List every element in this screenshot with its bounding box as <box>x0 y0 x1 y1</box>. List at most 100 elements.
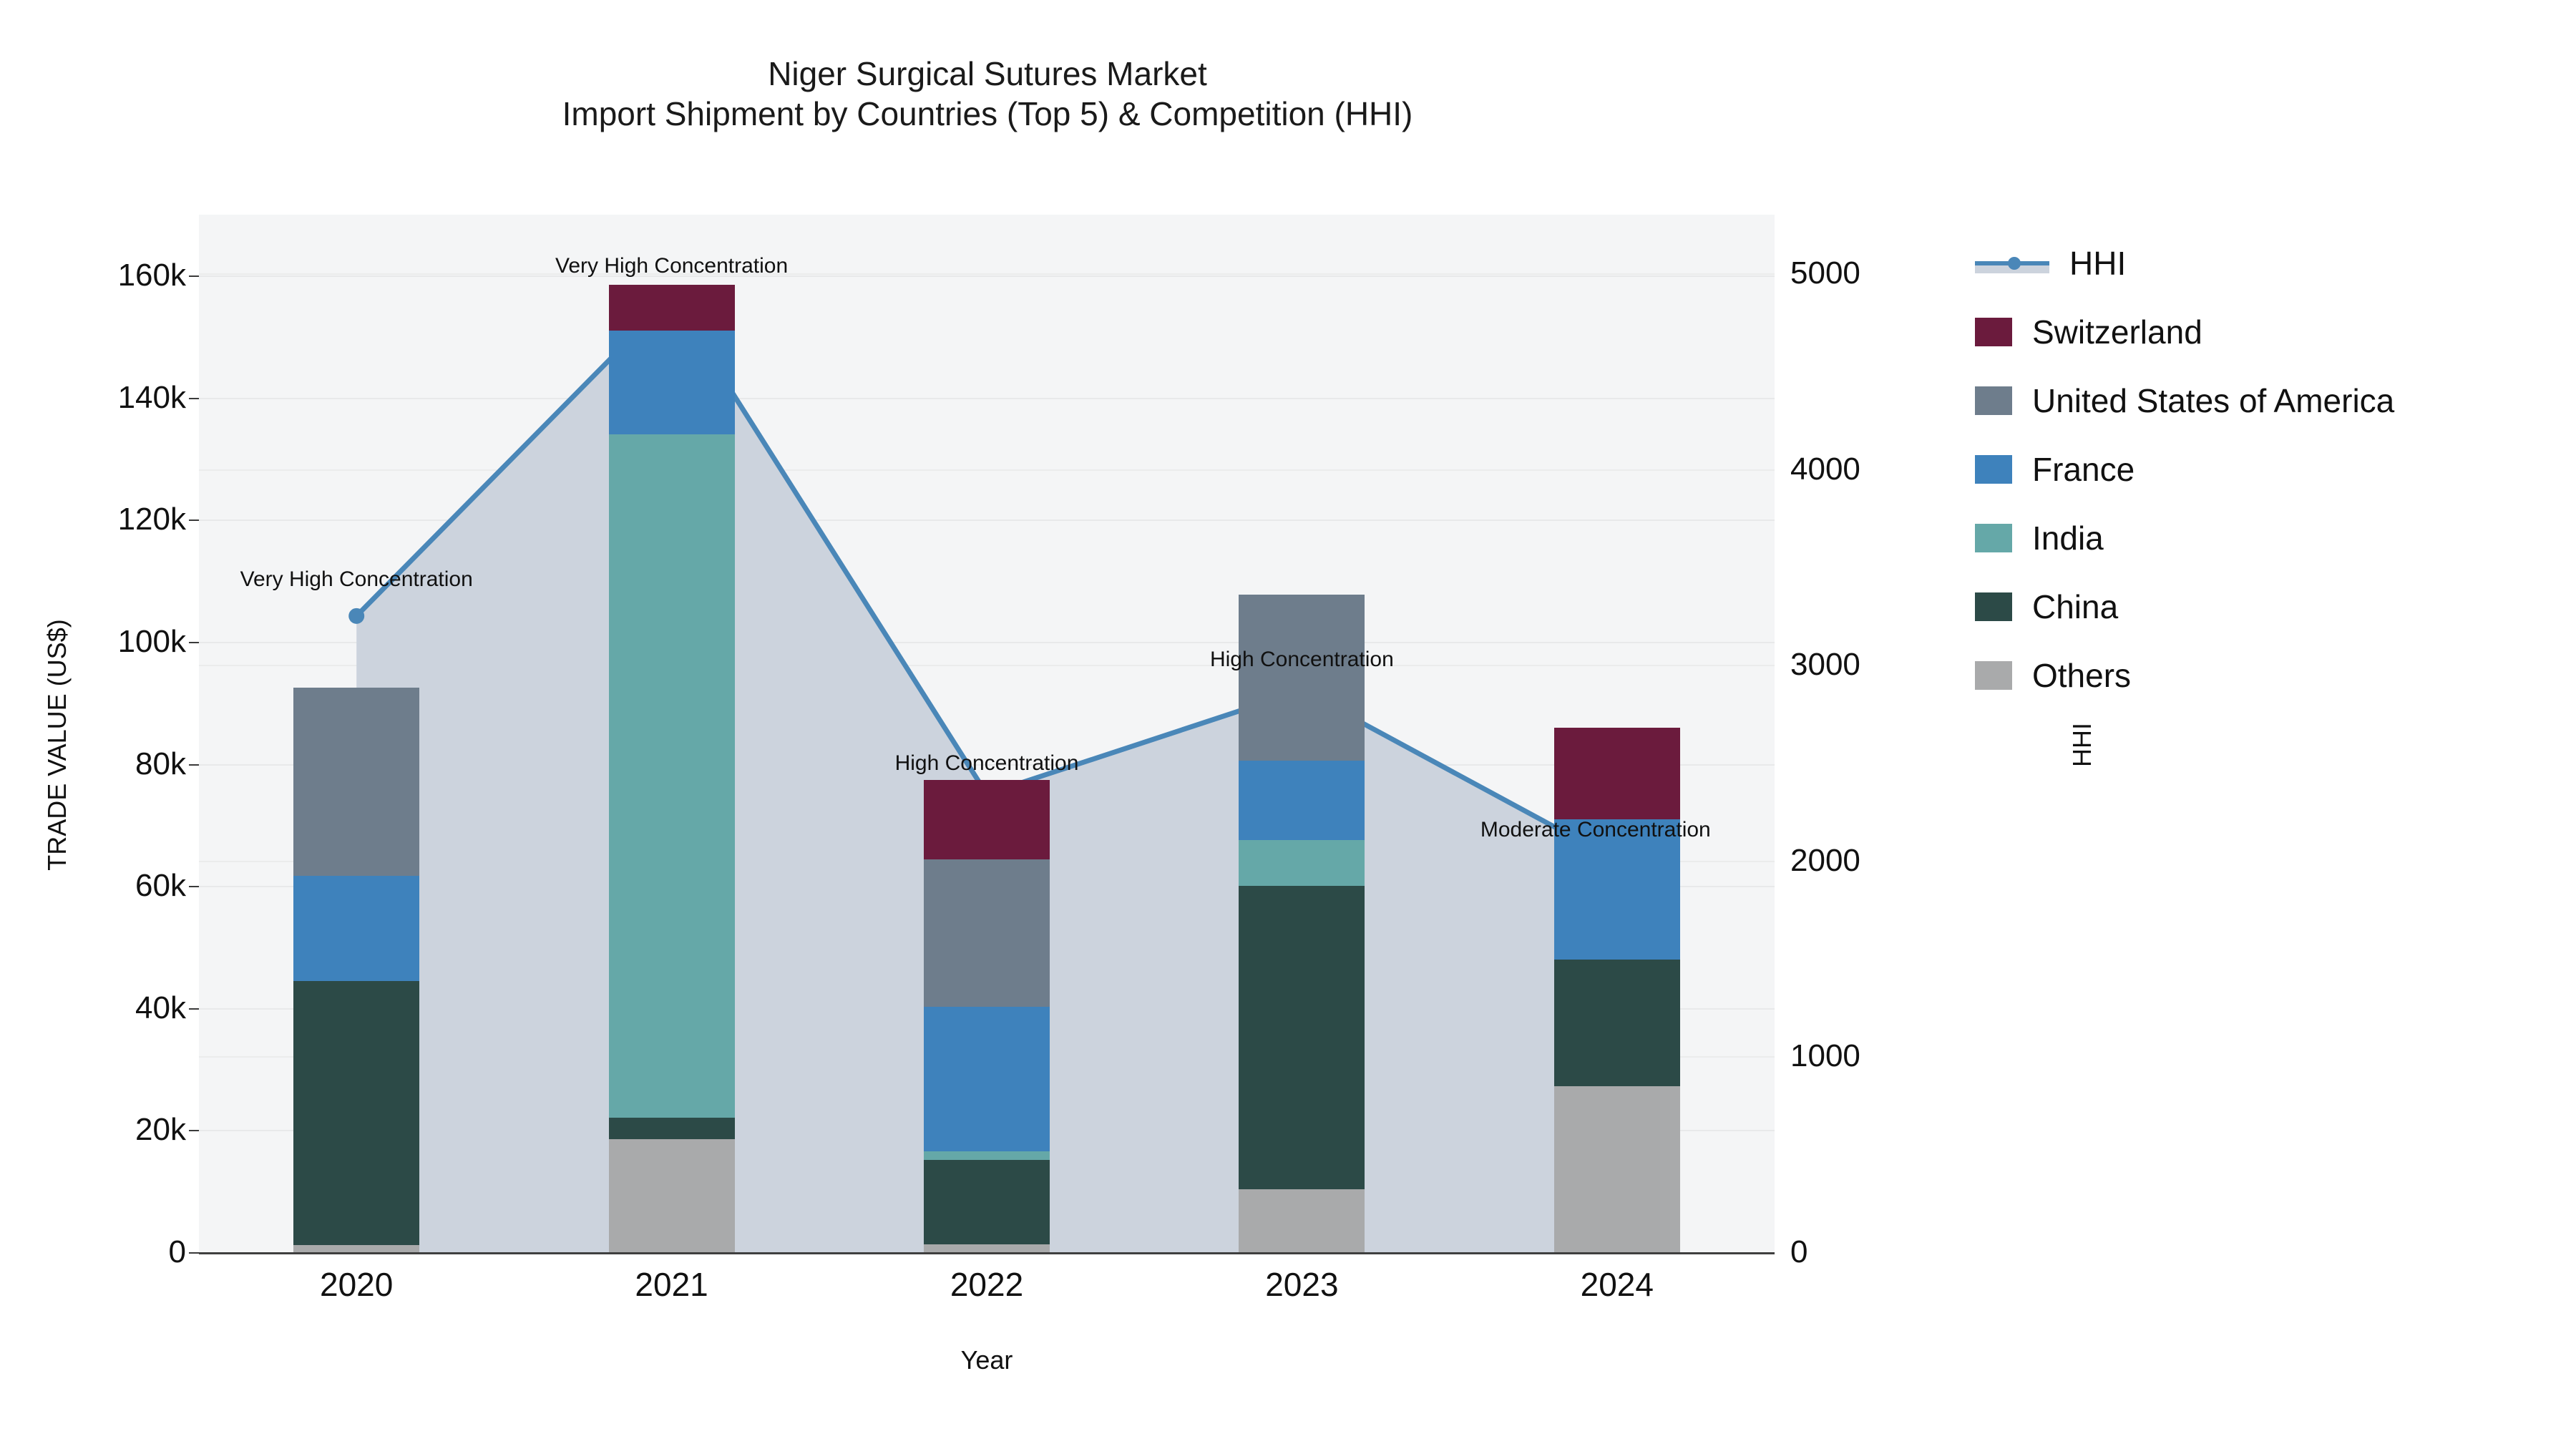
bar-segment[interactable] <box>1239 886 1365 1190</box>
legend-swatch-icon <box>1975 386 2012 415</box>
y-axis-left-tick: 160k <box>117 258 186 293</box>
y-axis-left-tickmark <box>189 1252 199 1254</box>
bar-segment[interactable] <box>293 981 420 1245</box>
legend-swatch-icon <box>1975 318 2012 346</box>
legend-swatch-icon <box>1975 661 2012 690</box>
y-axis-left-tick: 60k <box>135 868 186 904</box>
annotation-2022: High Concentration <box>894 751 1079 775</box>
bar-segment[interactable] <box>924 1151 1050 1161</box>
y-axis-left-tick: 100k <box>117 624 186 660</box>
hhi-marker <box>348 608 365 624</box>
gridline-left <box>199 519 1775 522</box>
bar-segment[interactable] <box>1553 1086 1680 1252</box>
x-axis-tick-2023: 2023 <box>1265 1266 1339 1303</box>
bar-segment[interactable] <box>608 1139 735 1252</box>
bar-segment[interactable] <box>1239 761 1365 841</box>
annotation-2024: Moderate Concentration <box>1480 817 1711 841</box>
y-axis-left-tick: 0 <box>168 1234 186 1269</box>
bar-segment[interactable] <box>1553 728 1680 820</box>
bar-segment[interactable] <box>924 779 1050 859</box>
plot-area: Very High Concentration Very High Concent… <box>199 215 1775 1254</box>
y-axis-left-tickmark <box>189 886 199 888</box>
gridline-left <box>199 275 1775 278</box>
x-axis-tick-2024: 2024 <box>1580 1266 1654 1303</box>
legend-item-label: Switzerland <box>2032 313 2202 351</box>
legend-item-label: France <box>2032 451 2135 488</box>
annotation-2021: Very High Concentration <box>555 253 789 278</box>
gridline-right <box>199 273 1775 275</box>
bar-segment[interactable] <box>608 1118 735 1140</box>
legend-line-marker-icon <box>1975 249 2049 278</box>
y-axis-left-tickmark <box>189 642 199 644</box>
bar-2023[interactable] <box>1239 594 1365 1252</box>
legend-item-switzerland[interactable]: Switzerland <box>1975 298 2562 366</box>
bar-segment[interactable] <box>1239 1189 1365 1252</box>
legend-item-label: United States of America <box>2032 382 2395 419</box>
bar-2021[interactable] <box>608 285 735 1252</box>
bar-segment[interactable] <box>1239 594 1365 761</box>
bar-2024[interactable] <box>1553 728 1680 1252</box>
legend-item-label: HHI <box>2069 245 2127 282</box>
x-axis-tick-2020: 2020 <box>320 1266 394 1303</box>
bar-segment[interactable] <box>608 331 735 435</box>
annotation-2020: Very High Concentration <box>240 567 473 591</box>
y-axis-left-tick: 20k <box>135 1112 186 1148</box>
bar-2022[interactable] <box>924 779 1050 1252</box>
legend-item-india[interactable]: India <box>1975 504 2562 572</box>
legend-swatch-icon <box>1975 524 2012 552</box>
y-axis-right-tick: 4000 <box>1790 451 1860 487</box>
legend-swatch-icon <box>1975 592 2012 621</box>
legend-item-label: China <box>2032 588 2119 625</box>
bar-2020[interactable] <box>293 688 420 1252</box>
annotation-2023: High Concentration <box>1209 647 1394 671</box>
bar-segment[interactable] <box>293 875 420 982</box>
bar-segment[interactable] <box>924 1007 1050 1152</box>
y-axis-left-tickmark <box>189 1130 199 1132</box>
y-axis-left-tickmark <box>189 275 199 278</box>
legend-item-france[interactable]: France <box>1975 435 2562 504</box>
legend-item-china[interactable]: China <box>1975 572 2562 641</box>
y-axis-right-tick: 3000 <box>1790 647 1860 683</box>
y-axis-right-tick: 5000 <box>1790 255 1860 291</box>
bar-segment[interactable] <box>293 688 420 876</box>
y-axis-left-tick: 80k <box>135 746 186 781</box>
y-axis-left-tick: 140k <box>117 379 186 415</box>
chart-title-line-2: Import Shipment by Countries (Top 5) & C… <box>562 95 1413 133</box>
bar-segment[interactable] <box>608 434 735 1118</box>
x-axis-line <box>199 1252 1775 1254</box>
gridline-right <box>199 469 1775 471</box>
bar-segment[interactable] <box>924 859 1050 1008</box>
legend-item-hhi[interactable]: HHI <box>1975 229 2562 298</box>
bar-segment[interactable] <box>1553 960 1680 1086</box>
bar-segment[interactable] <box>924 1244 1050 1252</box>
bar-segment[interactable] <box>1239 840 1365 887</box>
gridline-right <box>199 665 1775 667</box>
bar-segment[interactable] <box>608 285 735 331</box>
y-axis-left-tick: 120k <box>117 502 186 537</box>
x-axis-tick-2022: 2022 <box>950 1266 1024 1303</box>
y-axis-left-tick: 40k <box>135 990 186 1025</box>
bar-segment[interactable] <box>924 1160 1050 1244</box>
bar-segment[interactable] <box>1553 819 1680 960</box>
y-axis-right-tick: 2000 <box>1790 842 1860 878</box>
y-axis-right-tick: 1000 <box>1790 1038 1860 1074</box>
legend-swatch-icon <box>1975 455 2012 484</box>
gridline-left <box>199 763 1775 766</box>
x-axis-tick-2021: 2021 <box>635 1266 708 1303</box>
chart-title: Niger Surgical Sutures Market Import Shi… <box>0 54 1975 134</box>
legend: HHI Switzerland United States of America Fr… <box>1975 229 2562 710</box>
bar-segment[interactable] <box>293 1244 420 1252</box>
legend-item-label: India <box>2032 519 2104 557</box>
y-axis-right-tick: 0 <box>1790 1234 1808 1269</box>
gridline-left <box>199 642 1775 644</box>
legend-item-label: Others <box>2032 657 2132 694</box>
y-axis-left-tickmark <box>189 763 199 766</box>
x-axis-title: Year <box>960 1345 1013 1375</box>
y-axis-left-tickmark <box>189 397 199 399</box>
y-axis-left-tickmark <box>189 1008 199 1010</box>
gridline-left <box>199 397 1775 399</box>
legend-item-united-states-of-america[interactable]: United States of America <box>1975 366 2562 435</box>
legend-item-others[interactable]: Others <box>1975 641 2562 710</box>
y-axis-left-tickmark <box>189 519 199 522</box>
